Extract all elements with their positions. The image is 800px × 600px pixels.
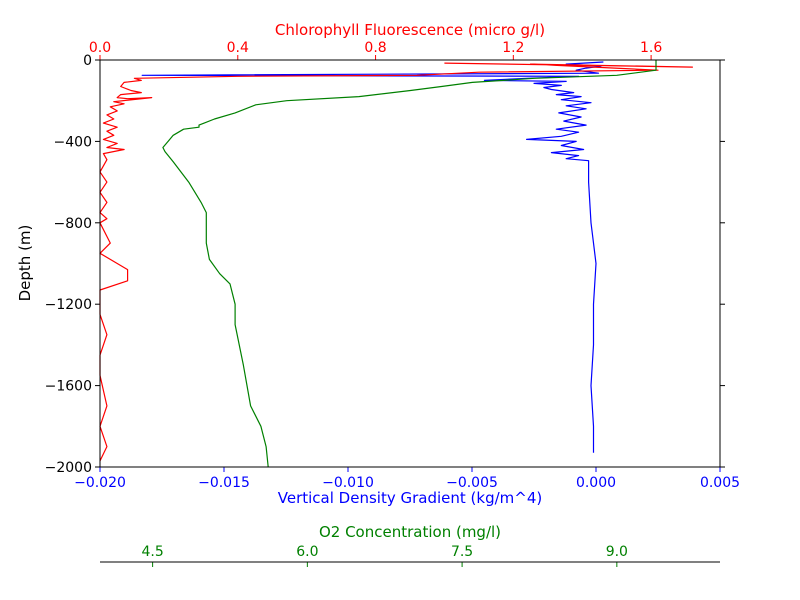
density-axis-label: Vertical Density Gradient (kg/m^4) (278, 489, 542, 507)
depth-tick-label: −2000 (45, 460, 92, 476)
axes-layer: 0 −400 −800 −1200 −1600 −2000−0.020 −0.015 −0.0… (45, 40, 740, 567)
depth-tick-label: 0 (83, 53, 92, 69)
chlorophyll-tick-label: 0.4 (227, 40, 249, 56)
depth-tick-label: −400 (54, 134, 92, 150)
oxygen-tick-label: 7.5 (451, 544, 473, 560)
chlorophyll-series-line (99, 62, 694, 462)
series-layer (99, 60, 694, 468)
oxygen-tick-label: 4.5 (141, 544, 163, 560)
oxygen-series-line (162, 60, 657, 468)
density-tick-label: −0.015 (198, 475, 250, 491)
density-tick-label: −0.020 (74, 475, 126, 491)
depth-tick-label: −800 (54, 216, 92, 232)
chlorophyll-axis-label: Chlorophyll Fluorescence (micro g/l) (275, 21, 545, 39)
density-tick-label: −0.010 (322, 475, 374, 491)
depth-tick-label: −1600 (45, 379, 92, 395)
density-series-line (141, 61, 604, 453)
oxygen-tick-label: 9.0 (606, 544, 628, 560)
depth-tick-label: −1200 (45, 297, 92, 313)
chlorophyll-tick-label: 0.8 (364, 40, 386, 56)
chlorophyll-tick-label: 1.6 (640, 40, 662, 56)
oxygen-tick-label: 6.0 (296, 544, 318, 560)
chlorophyll-tick-label: 0.0 (89, 40, 111, 56)
density-tick-label: 0.005 (700, 475, 740, 491)
density-tick-label: 0.000 (576, 475, 616, 491)
density-tick-label: −0.005 (446, 475, 498, 491)
depth-axis-label: Depth (m) (16, 225, 34, 302)
chlorophyll-tick-label: 1.2 (502, 40, 524, 56)
oxygen-axis-label: O2 Concentration (mg/l) (319, 523, 501, 541)
plot-frame (99, 59, 721, 468)
